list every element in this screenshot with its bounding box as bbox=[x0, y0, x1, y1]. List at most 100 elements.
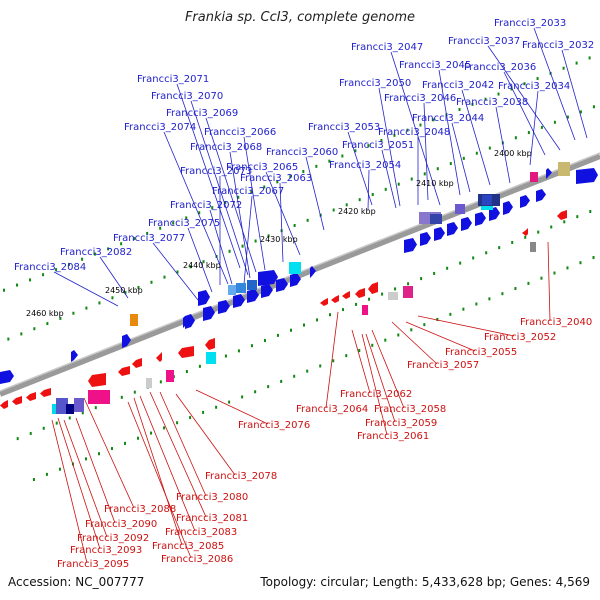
reverse-gene-label: Francci3_2058 bbox=[374, 404, 446, 415]
tick-mark bbox=[358, 348, 361, 352]
tick-mark bbox=[254, 390, 257, 394]
tick-mark bbox=[163, 426, 166, 430]
tick-mark bbox=[459, 261, 462, 265]
tick-mark bbox=[198, 364, 201, 368]
leader-line bbox=[187, 227, 213, 293]
tick-mark bbox=[124, 291, 127, 295]
tick-mark bbox=[250, 190, 253, 194]
tick-mark bbox=[267, 234, 270, 238]
reverse-gene-label: Francci3_2083 bbox=[165, 527, 237, 538]
tick-mark bbox=[563, 220, 566, 224]
tick-mark bbox=[215, 405, 218, 409]
tick-mark bbox=[397, 182, 400, 186]
tick-mark bbox=[176, 421, 179, 425]
reverse-gene-label: Francci3_2061 bbox=[357, 431, 429, 442]
tick-mark bbox=[58, 467, 61, 471]
tick-mark bbox=[42, 273, 45, 277]
tick-mark bbox=[280, 379, 283, 383]
leader-line bbox=[487, 45, 561, 151]
forward-gene bbox=[536, 189, 546, 202]
reverse-gene bbox=[132, 358, 142, 368]
reverse-gene bbox=[26, 392, 36, 401]
gene-block bbox=[362, 305, 368, 315]
tick-mark bbox=[553, 271, 556, 275]
tick-mark bbox=[488, 297, 491, 301]
tick-mark bbox=[501, 292, 504, 296]
tick-mark bbox=[471, 102, 474, 106]
reverse-gene-label: Francci3_2062 bbox=[340, 389, 412, 400]
tick-mark bbox=[237, 195, 240, 199]
tick-mark bbox=[176, 270, 179, 274]
forward-gene bbox=[276, 278, 288, 292]
tick-mark bbox=[94, 406, 97, 410]
tick-mark bbox=[592, 256, 595, 260]
tick-mark bbox=[120, 395, 123, 399]
scale-label: 2450 kbp bbox=[105, 286, 143, 295]
tick-mark bbox=[159, 380, 162, 384]
forward-gene-label: Francci3_2034 bbox=[498, 81, 570, 92]
forward-gene-label: Francci3_2051 bbox=[342, 140, 414, 151]
leader-line bbox=[378, 87, 401, 207]
leader-line bbox=[163, 131, 229, 285]
tick-mark bbox=[20, 332, 23, 336]
tick-mark bbox=[289, 175, 292, 179]
tick-mark bbox=[384, 338, 387, 342]
tick-mark bbox=[276, 180, 279, 184]
tick-mark bbox=[72, 311, 75, 315]
forward-gene bbox=[489, 207, 500, 221]
scale-label: 2440 kbp bbox=[183, 261, 221, 270]
tick-mark bbox=[514, 136, 517, 140]
forward-gene-label: Francci3_2063 bbox=[240, 173, 312, 184]
tick-mark bbox=[484, 97, 487, 101]
leader-line bbox=[139, 395, 196, 532]
tick-mark bbox=[332, 208, 335, 212]
forward-gene-label: Francci3_2065 bbox=[226, 162, 298, 173]
forward-gene bbox=[233, 294, 245, 308]
forward-gene-label: Francci3_2037 bbox=[448, 36, 520, 47]
tick-mark bbox=[81, 257, 84, 261]
tick-mark bbox=[394, 287, 397, 291]
tick-mark bbox=[59, 316, 62, 320]
leader-line bbox=[176, 83, 241, 269]
tick-mark bbox=[32, 478, 35, 482]
tick-mark bbox=[29, 278, 32, 282]
tick-mark bbox=[342, 308, 345, 312]
tick-mark bbox=[462, 307, 465, 311]
gene-block bbox=[236, 283, 246, 293]
genome-backbone bbox=[0, 153, 600, 397]
gene-block bbox=[206, 352, 216, 364]
tick-mark bbox=[485, 251, 488, 255]
tick-mark bbox=[45, 472, 48, 476]
forward-gene bbox=[183, 316, 189, 328]
forward-gene bbox=[420, 232, 431, 246]
forward-gene bbox=[503, 201, 513, 215]
tick-mark bbox=[55, 421, 58, 425]
forward-gene bbox=[122, 334, 131, 348]
tick-mark bbox=[354, 149, 357, 153]
tick-mark bbox=[497, 92, 500, 96]
reverse-gene bbox=[205, 338, 215, 350]
tick-mark bbox=[254, 239, 257, 243]
leader-line bbox=[417, 315, 515, 337]
reverse-gene-label: Francci3_2092 bbox=[77, 533, 149, 544]
tick-mark bbox=[423, 323, 426, 327]
reverse-gene bbox=[88, 373, 106, 387]
tick-mark bbox=[579, 110, 582, 114]
tick-mark bbox=[328, 159, 331, 163]
leader-line bbox=[361, 333, 388, 436]
gene-block bbox=[166, 370, 174, 382]
tick-mark bbox=[537, 230, 540, 234]
leader-line bbox=[265, 171, 301, 256]
tick-mark bbox=[211, 206, 214, 210]
leader-line bbox=[438, 69, 461, 196]
forward-gene bbox=[461, 217, 472, 231]
gene-block bbox=[388, 292, 398, 300]
forward-gene-label: Francci3_2042 bbox=[422, 80, 494, 91]
tick-mark bbox=[449, 312, 452, 316]
tick-mark bbox=[306, 218, 309, 222]
leader-line bbox=[149, 391, 207, 518]
reverse-gene-label: Francci3_2088 bbox=[104, 504, 176, 515]
scale-label: 2430 kbp bbox=[260, 235, 298, 244]
tick-mark bbox=[536, 77, 539, 81]
